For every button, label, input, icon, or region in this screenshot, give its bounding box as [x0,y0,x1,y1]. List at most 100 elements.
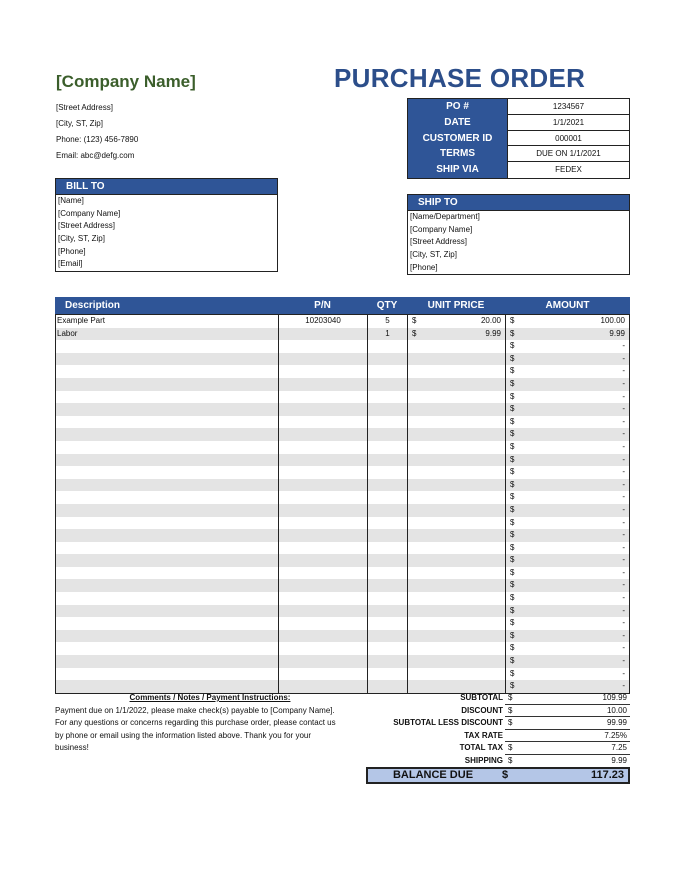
cell-pn [279,403,368,416]
total-value: 109.99 [602,693,627,702]
total-value: 9.99 [611,755,627,765]
cell-amount: $ - [506,554,629,567]
cell-qty: 5 [368,315,408,328]
company-name: [Company Name] [56,72,196,91]
currency-symbol: $ [508,743,513,753]
meta-value: FEDEX [507,162,629,178]
table-row: $ - [56,340,629,353]
amount-value: - [622,630,625,640]
cell-pn [279,327,368,341]
currency-symbol: $ [510,328,515,338]
currency-symbol: $ [510,492,515,502]
table-row: $ - [56,579,629,593]
currency-symbol: $ [510,630,515,640]
cell-description [56,340,279,353]
cell-qty [368,440,408,454]
amount-value: - [622,378,625,388]
cell-description [56,629,279,643]
currency-symbol: $ [510,378,515,388]
cell-unit-price: $20.00 [408,315,506,328]
cell-unit-price [408,352,506,366]
cell-unit-price [408,403,506,416]
cell-pn [279,352,368,366]
cell-pn [279,617,368,630]
meta-label: DATE [408,114,507,131]
currency-symbol: $ [510,605,515,615]
cell-qty [368,390,408,404]
cell-pn [279,680,368,693]
currency-symbol: $ [510,656,515,666]
total-row: TOTAL TAX $7.25 [367,742,630,755]
totals-section: SUBTOTAL $109.99 DISCOUNT $10.00 SUBTOTAL LE… [367,692,630,768]
table-row: $ - [56,680,629,693]
cell-amount: $ - [506,416,629,429]
cell-description [56,617,279,630]
amount-value: - [622,567,625,577]
cell-amount: $ - [506,529,629,542]
cell-description [56,428,279,441]
cell-qty [368,541,408,555]
cell-amount: $ - [506,617,629,630]
cell-pn [279,642,368,656]
cell-unit-price [408,365,506,378]
cell-pn [279,440,368,454]
table-row: $ - [56,554,629,567]
ship-to-line: [Street Address] [410,237,467,247]
company-phone: Phone: (123) 456-7890 [56,135,139,144]
currency-symbol: $ [510,454,515,464]
cell-description: Example Part [56,315,279,328]
currency-symbol: $ [510,530,515,540]
table-row: $ - [56,352,629,366]
table-row: $ - [56,428,629,441]
cell-pn [279,428,368,441]
total-value: 7.25% [604,730,627,740]
currency-symbol: $ [510,504,515,514]
ship-to-header: SHIP TO [408,195,629,211]
amount-value: - [622,656,625,666]
cell-qty [368,453,408,467]
table-row: $ - [56,667,629,681]
unit-price-value: 9.99 [485,328,501,338]
cell-description [56,491,279,504]
cell-qty [368,491,408,504]
table-row: $ - [56,503,629,517]
currency-symbol: $ [510,467,515,477]
cell-amount: $ - [506,428,629,441]
meta-row: PO #1234567 [408,99,629,115]
currency-symbol: $ [510,618,515,628]
currency-symbol: $ [510,567,515,577]
currency-symbol: $ [508,755,513,765]
cell-pn [279,667,368,681]
table-row: $ - [56,377,629,391]
currency-symbol: $ [510,542,515,552]
currency-symbol: $ [510,580,515,590]
table-row: $ - [56,403,629,416]
notes-line: For any questions or concerns regarding … [55,718,336,728]
ship-to-line: [Phone] [410,262,438,272]
cell-description [56,352,279,366]
cell-amount: $9.99 [506,328,629,341]
cell-amount: $ - [506,517,629,530]
cell-description [56,655,279,668]
cell-unit-price [408,529,506,542]
notes-line: by phone or email using the information … [55,730,311,740]
order-meta-table: PO #1234567 DATE 1/1/2021 CUSTOMER ID 000001… [407,98,630,179]
cell-description [56,680,279,693]
cell-qty [368,516,408,530]
amount-value: - [622,618,625,628]
cell-qty [368,604,408,618]
cell-amount: $ - [506,454,629,467]
currency-symbol: $ [412,328,417,338]
total-value-cell: 7.25% [505,730,630,743]
meta-label: PO # [408,99,507,115]
total-label: TOTAL TAX [459,743,503,753]
table-row: $ - [56,466,629,479]
balance-value: 117.23 [590,769,624,781]
cell-amount: $ - [506,605,629,618]
cell-amount: $ - [506,630,629,643]
meta-label: SHIP VIA [408,162,507,178]
cell-amount: $ - [506,340,629,353]
ship-to-line: [Name/Department] [410,212,480,221]
cell-pn [279,453,368,467]
cell-qty [368,415,408,429]
